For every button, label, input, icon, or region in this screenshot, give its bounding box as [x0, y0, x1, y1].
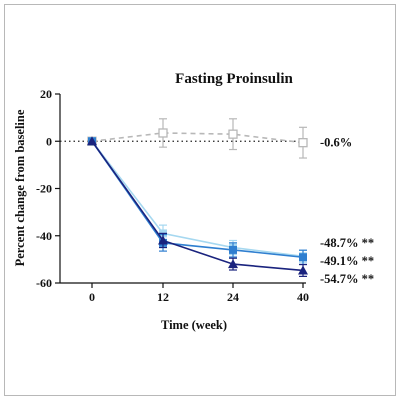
- x-tick-label: 0: [89, 290, 95, 304]
- data-point-marker: [158, 128, 168, 138]
- series-end-label: -0.6%: [320, 136, 352, 150]
- y-axis-label: Percent change from baseline: [13, 109, 27, 266]
- data-point-marker: [298, 138, 308, 148]
- y-tick-label: 20: [40, 87, 52, 101]
- series-1: -0.6%: [87, 118, 352, 159]
- data-point-marker: [228, 259, 238, 269]
- data-point-marker: [228, 129, 238, 139]
- x-tick-label: 12: [157, 290, 169, 304]
- data-point-marker: [229, 245, 237, 254]
- series-end-label: -49.1% **: [320, 254, 374, 268]
- y-tick-label: 0: [46, 134, 52, 148]
- series-end-label: -48.7% **: [320, 236, 374, 250]
- data-point-marker: [87, 136, 97, 146]
- chart-frame: [4, 4, 396, 396]
- chart-title: Fasting Proinsulin: [175, 71, 293, 87]
- x-axis-label: Time (week): [161, 318, 227, 332]
- y-tick-label: -60: [36, 276, 52, 290]
- series-4: -54.7% **: [87, 136, 374, 286]
- y-tick-label: -20: [36, 182, 52, 196]
- series-end-label: -54.7% **: [320, 272, 374, 286]
- series-2: -48.7% **: [88, 137, 374, 263]
- plot-area: 20 0 -20 -40 -60 0 12 24 40 -0.6% -48.7% ** -49.1% …: [36, 87, 374, 304]
- data-point-marker: [298, 265, 308, 275]
- series-line: [91, 140, 304, 258]
- series-line: [91, 140, 304, 272]
- y-tick-label: -40: [36, 229, 52, 243]
- data-point-marker: [158, 235, 168, 245]
- x-tick-label: 40: [297, 290, 309, 304]
- x-tick-label: 24: [227, 290, 239, 304]
- data-point-marker: [299, 253, 307, 262]
